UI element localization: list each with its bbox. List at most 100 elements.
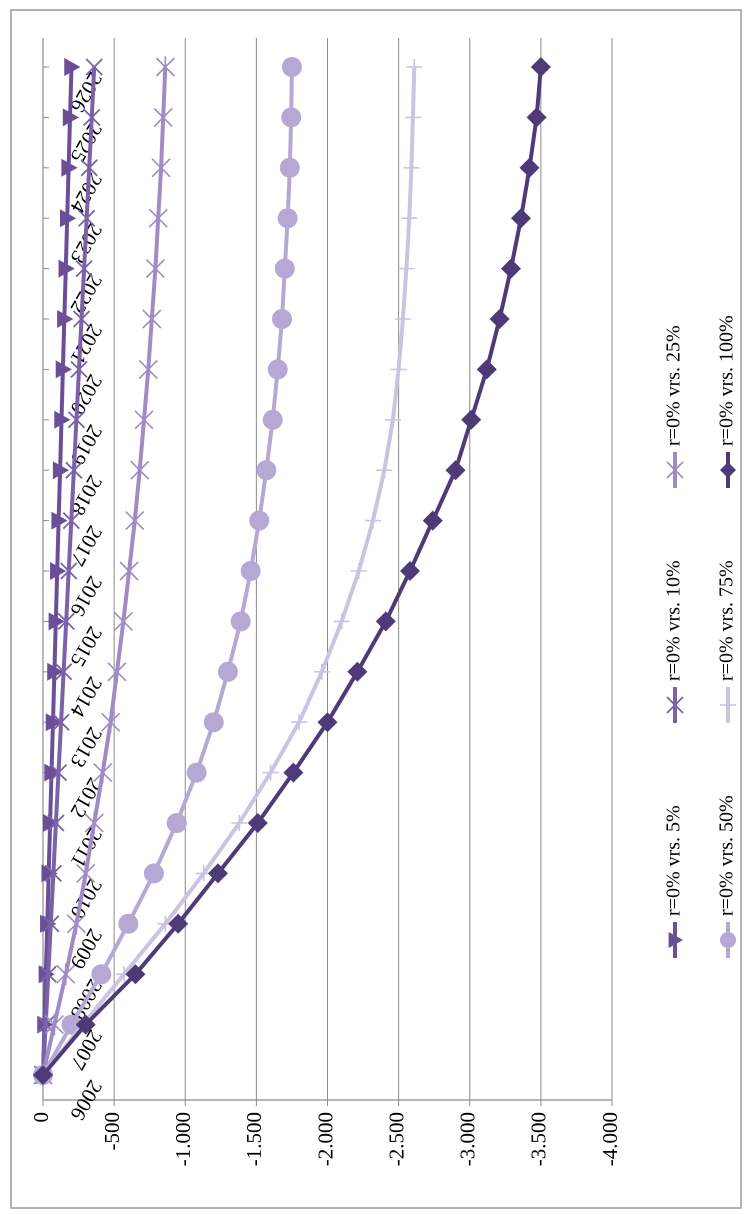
data-point — [62, 108, 80, 127]
value-tick-label: 0 — [29, 1112, 53, 1123]
data-point — [48, 612, 65, 631]
legend-label: r=0% vrs. 50% — [716, 795, 738, 916]
data-point — [85, 58, 103, 76]
data-point — [384, 411, 401, 428]
data-point — [62, 511, 80, 530]
series-4 — [33, 57, 302, 1085]
legend-item: r=0% vrs. 75% — [716, 560, 738, 723]
data-point — [52, 713, 70, 731]
data-point — [501, 258, 522, 279]
data-point — [72, 310, 91, 328]
data-point — [400, 561, 421, 581]
legend-marker — [666, 460, 684, 480]
data-point — [365, 512, 382, 529]
data-point — [333, 613, 350, 630]
data-point — [145, 257, 165, 280]
legend-label: r=0% vrs. 100% — [716, 315, 738, 446]
data-point — [390, 361, 407, 378]
data-point — [406, 59, 423, 75]
data-point — [49, 763, 68, 782]
data-point — [113, 610, 133, 633]
data-point — [37, 1015, 55, 1034]
data-point — [143, 863, 164, 884]
data-point — [83, 108, 101, 127]
data-point — [47, 662, 64, 681]
data-point — [461, 409, 482, 430]
data-point — [45, 713, 62, 732]
data-point — [267, 359, 288, 380]
data-point — [476, 359, 497, 380]
data-point — [39, 965, 57, 983]
data-point — [54, 410, 71, 429]
data-point — [151, 157, 171, 179]
data-point — [166, 813, 187, 833]
value-tick-label: -500 — [100, 1112, 124, 1151]
data-point — [51, 511, 68, 530]
data-point — [519, 157, 540, 178]
data-point — [403, 159, 420, 176]
data-point — [119, 560, 139, 582]
value-tick-label: -4.000 — [598, 1112, 622, 1166]
value-tick-label: -2.000 — [313, 1112, 337, 1166]
series-1 — [35, 58, 81, 1084]
data-point — [67, 411, 86, 429]
data-point — [75, 1014, 96, 1035]
data-point — [65, 461, 83, 479]
data-point — [350, 563, 367, 579]
legend-marker — [720, 697, 736, 713]
chart-border — [10, 9, 742, 1209]
data-point — [489, 309, 510, 329]
data-point — [394, 311, 411, 327]
data-point — [142, 308, 162, 330]
data-point — [279, 157, 300, 178]
data-point — [47, 814, 65, 832]
data-point — [422, 510, 443, 531]
data-point — [530, 57, 551, 77]
legend: r=0% vrs. 5% r=0% vrs. 10% r=0% vrs. 25% r=… — [663, 315, 738, 958]
legend-marker — [668, 932, 683, 948]
data-point — [44, 763, 61, 782]
data-point — [101, 711, 121, 733]
data-point — [277, 208, 298, 229]
series-lines — [33, 56, 551, 1086]
value-tick-label: -3.000 — [456, 1112, 480, 1166]
data-point — [61, 158, 78, 177]
value-axis-tick-labels: 0 -500 -1.000 -1.500 -2.000 -2.500 -3.000 -3.50… — [29, 1112, 622, 1166]
data-point — [42, 915, 60, 933]
data-point — [60, 562, 78, 580]
legend-marker — [720, 932, 736, 948]
data-point — [55, 360, 72, 379]
data-point — [57, 612, 75, 631]
data-point — [50, 562, 67, 580]
data-point — [347, 661, 368, 682]
data-point — [207, 863, 228, 884]
data-point — [41, 864, 58, 883]
value-tick-label: -1.000 — [171, 1112, 195, 1166]
legend-label: r=0% vrs. 25% — [663, 325, 685, 446]
data-point — [526, 107, 547, 128]
data-point — [52, 461, 70, 480]
value-tick-label: -1.500 — [242, 1112, 266, 1166]
data-point — [256, 460, 277, 481]
data-point — [91, 964, 112, 985]
data-point — [291, 714, 308, 731]
series-3 — [33, 56, 175, 1086]
data-point — [134, 409, 154, 431]
data-point — [33, 1065, 53, 1085]
data-point — [153, 106, 173, 129]
value-tick-label: -2.500 — [384, 1112, 408, 1166]
data-point — [281, 107, 302, 128]
legend-item: r=0% vrs. 50% — [716, 795, 738, 958]
data-point — [230, 611, 251, 632]
data-point — [93, 761, 113, 784]
legend-marker — [720, 462, 736, 478]
data-point — [317, 712, 338, 733]
data-point — [262, 764, 279, 781]
data-point — [56, 963, 76, 985]
data-point — [75, 259, 93, 278]
data-point — [70, 360, 88, 379]
data-point — [118, 913, 139, 934]
data-point — [445, 460, 466, 481]
data-point — [42, 814, 60, 832]
